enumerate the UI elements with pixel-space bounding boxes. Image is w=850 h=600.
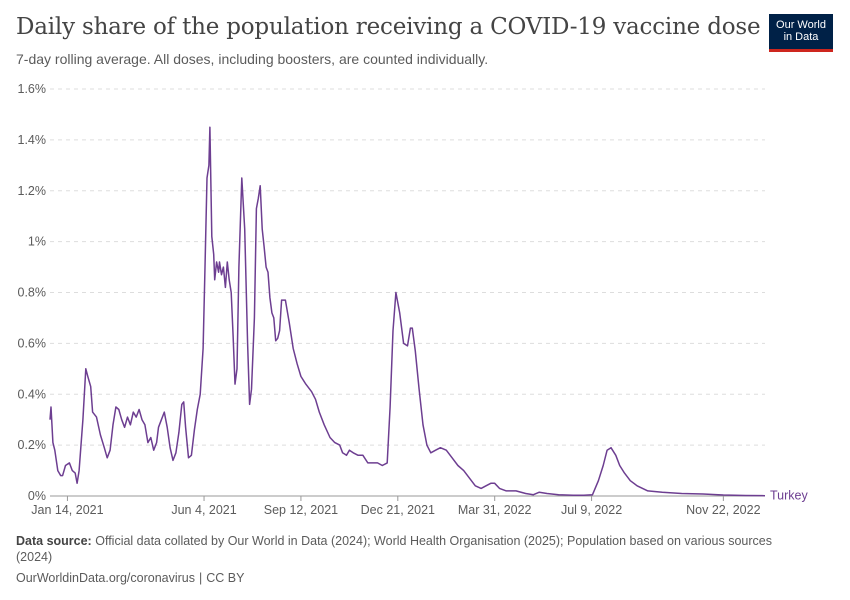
- x-tick-label: Jan 14, 2021: [31, 503, 103, 517]
- license-link[interactable]: CC BY: [206, 571, 245, 585]
- grid-lines: [50, 88, 765, 446]
- x-tick-label: Jun 4, 2021: [171, 503, 236, 517]
- logo-line-2: in Data: [783, 31, 819, 43]
- x-tick-label: Sep 12, 2021: [264, 503, 338, 517]
- owid-logo[interactable]: Our World in Data: [769, 14, 833, 52]
- y-tick-label: 1.6%: [18, 82, 47, 96]
- y-tick-label: 0%: [28, 489, 46, 503]
- chart-title: Daily share of the population receiving …: [16, 14, 761, 40]
- x-tick-label: Dec 21, 2021: [361, 503, 435, 517]
- y-tick-label: 0.2%: [18, 438, 47, 452]
- x-tick-label: Mar 31, 2022: [458, 503, 532, 517]
- y-tick-label: 0.6%: [18, 336, 47, 350]
- credit-line: OurWorldinData.org/coronavirus | CC BY: [16, 571, 245, 585]
- series-label: Turkey: [770, 489, 808, 503]
- chart-subtitle: 7-day rolling average. All doses, includ…: [16, 51, 489, 67]
- data-source-text: Official data collated by Our World in D…: [16, 534, 772, 564]
- data-source-label: Data source:: [16, 534, 92, 548]
- y-axis-ticks: 0% 0.2% 0.4% 0.6% 0.8% 1% 1.2% 1.4% 1.6%: [18, 82, 47, 503]
- x-tick-label: Nov 22, 2022: [686, 503, 760, 517]
- y-tick-label: 1.2%: [18, 184, 47, 198]
- logo-line-1: Our World: [776, 19, 826, 31]
- series-group: Turkey: [49, 126, 808, 503]
- x-tick-label: Jul 9, 2022: [561, 503, 622, 517]
- y-tick-label: 0.8%: [18, 286, 47, 300]
- x-axis: Jan 14, 2021 Jun 4, 2021 Sep 12, 2021 Dec 2…: [31, 495, 765, 517]
- y-tick-label: 1%: [28, 235, 46, 249]
- series-line-turkey: [49, 126, 766, 497]
- data-source: Data source: Official data collated by O…: [16, 533, 776, 565]
- y-tick-label: 0.4%: [18, 387, 47, 401]
- y-tick-label: 1.4%: [18, 133, 47, 147]
- source-url-link[interactable]: OurWorldinData.org/coronavirus: [16, 571, 196, 585]
